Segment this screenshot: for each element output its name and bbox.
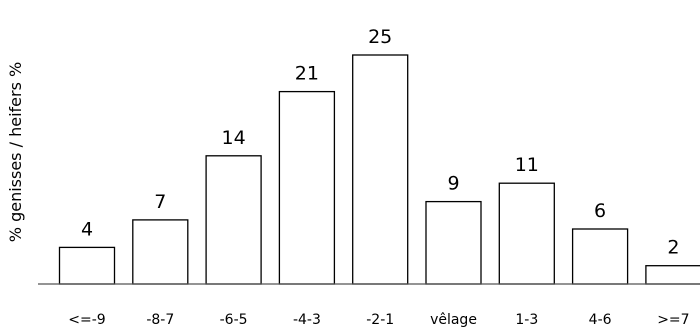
bar-value-label: 11: [515, 154, 539, 176]
bar-value-label: 6: [594, 200, 606, 222]
bar-value-label: 21: [295, 63, 319, 85]
x-tick-label: -6-5: [220, 312, 248, 328]
bar: [499, 183, 554, 284]
bar: [646, 266, 700, 284]
bar-value-label: 7: [154, 191, 166, 213]
x-tick-label: >=7: [657, 312, 689, 328]
bar: [279, 92, 334, 284]
x-tick-label: 4-6: [589, 312, 612, 328]
bar: [426, 202, 481, 284]
bar: [353, 55, 408, 284]
bar: [206, 156, 261, 284]
bar: [573, 229, 628, 284]
x-tick-label: -2-1: [366, 312, 394, 328]
x-tick-label: -4-3: [293, 312, 321, 328]
bars-layer: [60, 55, 700, 284]
bar-value-label: 9: [447, 173, 459, 195]
bar-value-label: 2: [667, 237, 679, 259]
x-tick-label: -8-7: [146, 312, 174, 328]
bar: [133, 220, 188, 284]
bar-value-label: 4: [81, 218, 93, 240]
x-tick-label: <=-9: [68, 312, 105, 328]
y-axis-label: % genisses / heifers %: [6, 62, 25, 242]
x-tick-label: 1-3: [515, 312, 538, 328]
bar-value-label: 14: [222, 127, 246, 149]
bar-value-label: 25: [368, 26, 392, 48]
y-axis-label-group: % genisses / heifers %: [6, 62, 25, 242]
x-tick-label: vêlage: [430, 312, 477, 328]
bar: [60, 247, 115, 284]
x-tick-labels-layer: <=-9 -8-7 -6-5 -4-3 -2-1 vêlage 1-3 4-6 >=7: [68, 312, 689, 328]
